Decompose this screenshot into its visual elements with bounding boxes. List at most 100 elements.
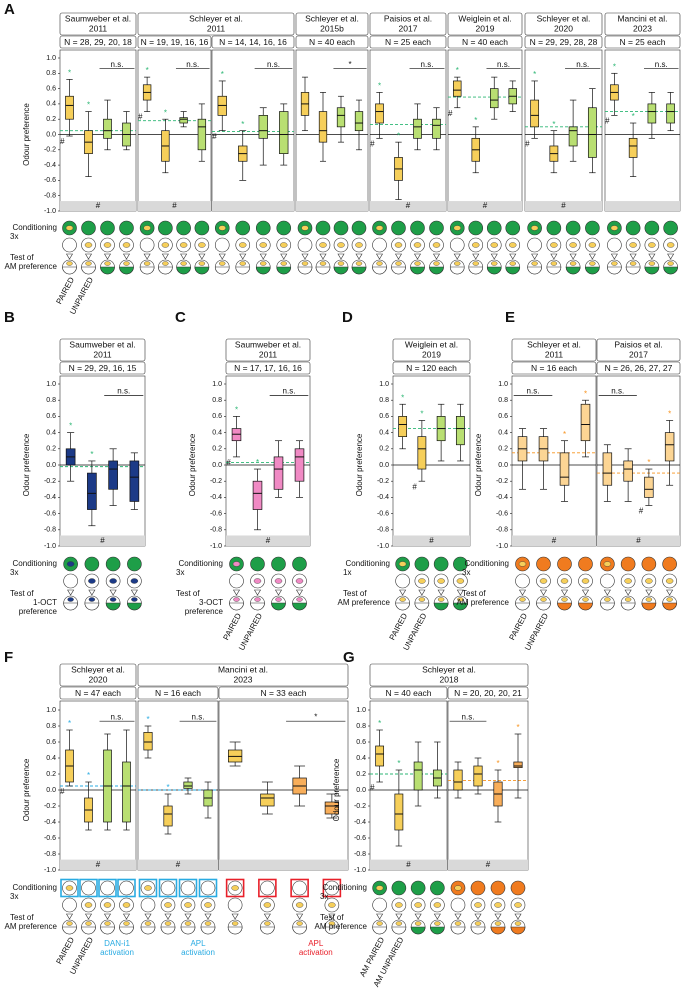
bracket-label: n.s. bbox=[111, 712, 124, 721]
icon-odour bbox=[456, 578, 465, 584]
box bbox=[65, 95, 74, 120]
box bbox=[103, 118, 112, 139]
bracket-label: n.s. bbox=[186, 60, 199, 69]
n-label: N = 29, 29, 28, 28 bbox=[530, 37, 598, 47]
y-tick-label: 0.4 bbox=[379, 429, 389, 436]
icon-petri bbox=[227, 897, 243, 913]
icon-odour bbox=[109, 578, 117, 584]
icon-test-half bbox=[119, 266, 134, 275]
icon-odour bbox=[296, 921, 303, 926]
icon-arrow bbox=[65, 913, 74, 920]
icon-petri bbox=[100, 220, 115, 236]
bracket-label: n.s. bbox=[283, 386, 296, 395]
icon-petri bbox=[600, 573, 615, 589]
significance: * bbox=[632, 112, 635, 121]
header-box bbox=[59, 338, 146, 362]
icon-odour bbox=[376, 921, 383, 926]
icon-test-half bbox=[395, 602, 410, 611]
icon-odour bbox=[295, 578, 304, 584]
icon-odour bbox=[337, 261, 345, 266]
icon-test-half bbox=[527, 266, 542, 275]
grey-bar bbox=[605, 201, 680, 211]
group-title: Mancini et al. bbox=[218, 664, 268, 674]
icon-odour bbox=[666, 242, 675, 248]
icon-odour bbox=[232, 561, 241, 567]
n-label: N = 19, 19, 16, 16 bbox=[141, 37, 209, 47]
box bbox=[252, 480, 263, 510]
icon-test-half bbox=[160, 926, 176, 935]
icon-odour bbox=[143, 261, 151, 266]
icon-arrow bbox=[184, 913, 192, 920]
n-box bbox=[369, 35, 447, 49]
panel-letter: F bbox=[4, 649, 13, 666]
box bbox=[394, 793, 404, 831]
header-box bbox=[295, 12, 369, 36]
test-label: AM preference bbox=[5, 922, 58, 931]
icon-test-half bbox=[105, 602, 121, 611]
significance: * bbox=[166, 783, 169, 792]
conditioning-label: Conditioning bbox=[179, 559, 223, 568]
test-label: AM preference bbox=[338, 598, 391, 607]
icon-arrow bbox=[143, 253, 151, 260]
box bbox=[490, 88, 499, 109]
icon-odour bbox=[560, 578, 569, 584]
icon-arrow bbox=[263, 913, 271, 920]
icon-odour bbox=[569, 261, 577, 266]
y-tick-label: 1.0 bbox=[46, 55, 56, 62]
icon-odour bbox=[395, 902, 403, 908]
icon-odour bbox=[589, 261, 596, 266]
n-box bbox=[59, 361, 146, 375]
icon-test-half bbox=[372, 926, 387, 935]
n-label: N = 28, 29, 20, 18 bbox=[64, 37, 132, 47]
icon-odour bbox=[66, 261, 73, 266]
significance: * bbox=[378, 719, 381, 728]
icon-test-half bbox=[430, 926, 445, 935]
icon-frame bbox=[290, 878, 309, 898]
box bbox=[513, 761, 523, 768]
icon-arrow bbox=[603, 589, 611, 596]
activation-label: activation bbox=[299, 948, 333, 957]
bar-label: # bbox=[96, 860, 101, 869]
box bbox=[559, 452, 570, 486]
conditioning-label: Conditioning bbox=[13, 883, 57, 892]
icon-odour bbox=[603, 561, 612, 567]
icon-petri bbox=[536, 556, 551, 572]
icon-test-half bbox=[119, 926, 134, 935]
icon-odour bbox=[231, 921, 239, 926]
group-title: 2011 bbox=[259, 349, 278, 359]
icon-odour bbox=[328, 921, 336, 926]
icon-odour bbox=[472, 261, 479, 266]
icon-odour bbox=[104, 921, 111, 926]
icon-odour bbox=[295, 902, 304, 908]
box bbox=[644, 476, 654, 498]
n-box bbox=[59, 35, 137, 49]
n-label: N = 33 each bbox=[260, 688, 306, 698]
icon-odour bbox=[162, 261, 169, 266]
icon-odour bbox=[454, 921, 462, 926]
icon-arrow bbox=[624, 589, 632, 596]
icon-odour bbox=[65, 885, 74, 891]
icon-arrow bbox=[198, 253, 206, 260]
group-title: Saumweber et al. bbox=[235, 339, 301, 349]
y-tick-label: 1.0 bbox=[46, 381, 56, 388]
icon-odour bbox=[131, 597, 138, 602]
box bbox=[413, 761, 423, 791]
icon-test-half bbox=[180, 926, 196, 935]
icon-odour bbox=[66, 921, 73, 926]
box bbox=[87, 472, 97, 510]
icon-petri bbox=[372, 237, 387, 253]
icon-petri bbox=[84, 556, 100, 572]
icon-arrow bbox=[472, 253, 480, 260]
box bbox=[473, 765, 483, 787]
icon-petri bbox=[333, 220, 349, 236]
group-title: Weiglein et al. bbox=[405, 339, 458, 349]
group-title: 2017 bbox=[399, 23, 418, 33]
icon-arrow bbox=[550, 253, 558, 260]
significance: * bbox=[68, 719, 71, 728]
icon-petri bbox=[449, 237, 465, 253]
icon-arrow bbox=[130, 589, 138, 596]
n-box bbox=[137, 35, 212, 49]
n-box bbox=[211, 35, 295, 49]
icon-arrow bbox=[437, 589, 445, 596]
header-box bbox=[392, 338, 471, 362]
